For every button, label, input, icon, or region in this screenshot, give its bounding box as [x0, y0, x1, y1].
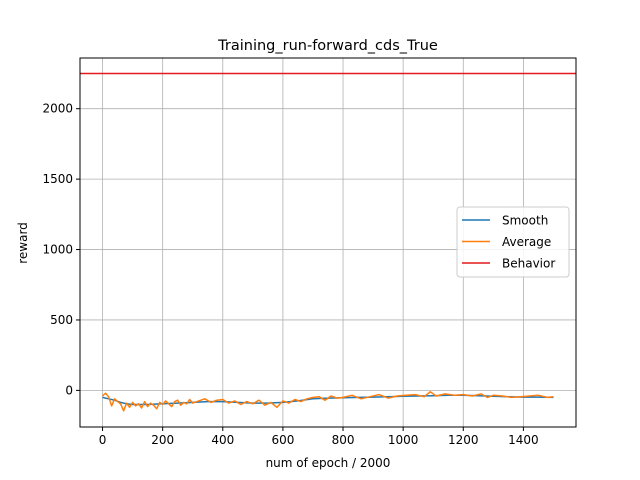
legend-box: [456, 206, 570, 278]
y-axis-label: reward: [16, 222, 30, 264]
y-tick-label: 2000: [42, 102, 73, 116]
x-tick-label: 1200: [448, 433, 479, 447]
y-tick-label: 0: [65, 383, 73, 397]
legend: Smooth Average Behavior: [456, 206, 570, 278]
x-axis-label: num of epoch / 2000: [266, 456, 391, 470]
y-tick-label: 1000: [42, 243, 73, 257]
y-tick-label: 1500: [42, 172, 73, 186]
x-tick-label: 200: [151, 433, 174, 447]
series-line-average: [101, 391, 554, 412]
y-tick-label: 500: [50, 313, 73, 327]
x-tick-label: 800: [332, 433, 355, 447]
legend-label-average: Average: [502, 235, 551, 249]
chart-title: Training_run-forward_cds_True: [217, 38, 438, 54]
series-layer: [80, 72, 576, 412]
legend-label-behavior: Behavior: [502, 257, 555, 271]
plot-frame: [79, 57, 577, 428]
x-tick-label: 400: [211, 433, 234, 447]
x-tick-label: 0: [99, 433, 107, 447]
x-tick-label: 600: [271, 433, 294, 447]
y-axis-ticks: 0 500 1000 1500 2000: [42, 102, 80, 397]
x-tick-label: 1400: [508, 433, 539, 447]
x-axis-ticks: 0 200 400 600 800 1000 1200 1400: [99, 427, 539, 447]
x-tick-label: 1000: [388, 433, 419, 447]
legend-label-smooth: Smooth: [502, 214, 548, 228]
